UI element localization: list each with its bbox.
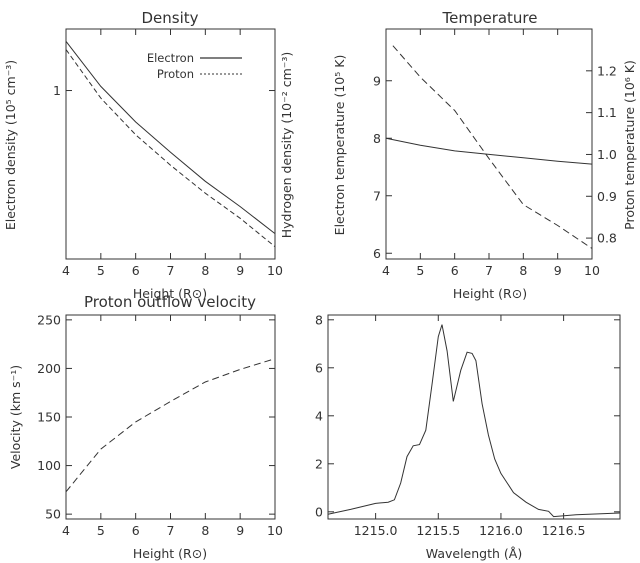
y-tick-label: 1 [53,83,61,98]
x-tick-label: 8 [519,263,527,278]
velocity-ticks: 4 5 6 7 8 9 10 50 100 150 200 250 [37,312,283,538]
x-tick-label: 10 [584,263,600,278]
y-tick-label: 50 [45,507,61,522]
density-ylabel-right: Hydrogen density (10⁻² cm⁻³) [279,52,294,238]
density-legend: Electron Proton [147,51,242,81]
velocity-plot-frame [65,314,276,520]
velocity-xlabel: Height (R⊙) [133,546,207,561]
y-tick-right-label: 1.1 [597,105,617,120]
velocity-title: Proton outflow velocity [84,293,256,311]
temperature-ylabel-left: Electron temperature (10⁵ K) [332,55,347,236]
x-tick-label: 7 [167,263,175,278]
y-tick-right-label: 0.9 [597,189,617,204]
x-tick-label: 1216.5 [542,523,586,538]
x-tick-label: 4 [62,523,70,538]
density-xlabel: Height (R⊙) [133,286,207,301]
legend-label-electron: Electron [147,51,194,65]
x-tick-label: 7 [485,263,493,278]
x-tick-label: 5 [416,263,424,278]
y-tick-label: 8 [315,312,323,327]
series-line-proton [65,49,276,248]
density-lines [65,40,276,248]
x-tick-label: 6 [132,263,140,278]
x-tick-label: 9 [554,263,562,278]
density-ylabel-left: Electron density (10⁵ cm⁻³) [3,60,18,230]
x-tick-label: 8 [201,263,209,278]
velocity-ylabel: Velocity (km s⁻¹) [8,365,23,469]
x-tick-label: 6 [132,523,140,538]
temperature-ylabel-right: Proton temperature (10⁶ K) [622,60,637,230]
legend-label-proton: Proton [157,67,194,81]
y-tick-label: 6 [373,246,381,261]
x-tick-label: 10 [267,523,283,538]
x-tick-label: 5 [97,523,105,538]
y-tick-label: 100 [37,458,61,473]
temperature-plot-frame [385,28,593,260]
y-tick-right-label: 1.0 [597,147,617,162]
y-tick-label: 2 [315,456,323,471]
density-title: Density [141,9,198,27]
y-tick-label: 7 [373,188,381,203]
x-tick-label: 4 [382,263,390,278]
series-line-solid-0 [327,324,621,518]
spectrum-ticks: 1215.0 1215.5 1216.0 1216.5 0 2 4 6 8 [315,312,620,538]
x-tick-label: 1215.0 [354,523,398,538]
y-tick-label: 200 [37,361,61,376]
velocity-lines [65,358,276,493]
x-tick-label: 1216.0 [479,523,523,538]
velocity-panel: Proton outflow velocity 4 5 6 7 8 9 10 50 100 150… [8,293,283,561]
y-tick-right-label: 0.8 [597,231,617,246]
spectrum-panel: 1215.0 1215.5 1216.0 1216.5 0 2 4 6 8 Wavelength… [315,312,621,561]
x-tick-label: 8 [201,523,209,538]
series-line-electron [65,40,276,234]
x-tick-label: 9 [236,263,244,278]
x-tick-label: 1215.5 [416,523,460,538]
y-tick-label: 9 [373,73,381,88]
series-line-dashed-1 [392,45,593,249]
x-tick-label: 5 [97,263,105,278]
temperature-xlabel: Height (R⊙) [453,286,527,301]
x-tick-label: 6 [451,263,459,278]
y-tick-label: 8 [373,131,381,146]
y-tick-label: 0 [315,504,323,519]
y-tick-label: 150 [37,410,61,425]
series-line-solid-0 [385,137,593,165]
x-tick-label: 10 [267,263,283,278]
density-ticks: 4 5 6 7 8 9 10 1 [53,29,283,278]
y-tick-label: 250 [37,312,61,327]
temperature-lines [385,45,593,249]
spectrum-plot-frame [327,314,621,520]
temperature-title: Temperature [441,9,537,27]
density-panel: Density 4 5 6 7 8 9 10 1 Electron Proton Height… [3,9,294,301]
spectrum-lines [327,324,621,518]
x-tick-label: 4 [62,263,70,278]
temperature-panel: Temperature 4 5 6 7 8 9 1067890.80.91.01.11.2 … [332,9,637,301]
spectrum-xlabel: Wavelength (Å) [426,546,522,561]
temperature-ticks: 4 5 6 7 8 9 10 6 7 8 9 0.8 0.9 1.0 1.1 1.2 [373,29,617,278]
y-tick-right-label: 1.2 [597,63,617,78]
y-tick-label: 6 [315,360,323,375]
x-tick-label: 9 [236,523,244,538]
series-line-dashed-0 [65,358,276,493]
x-tick-label: 7 [167,523,175,538]
y-tick-label: 4 [315,408,323,423]
